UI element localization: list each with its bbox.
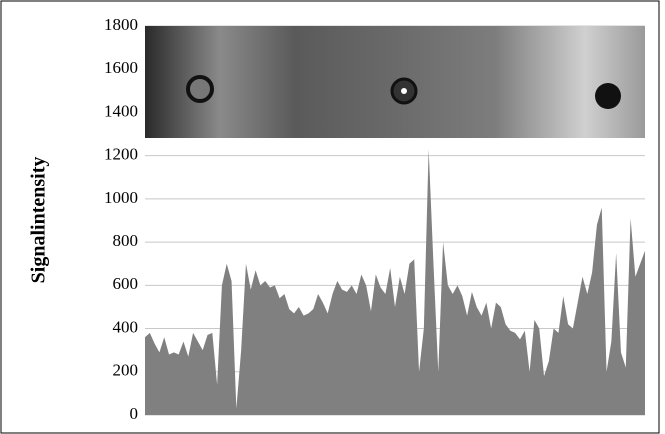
y-tick-label: 400 [113, 317, 139, 336]
y-tick-label: 1200 [104, 145, 138, 164]
y-tick-label: 0 [130, 404, 139, 423]
y-tick-label: 800 [113, 231, 139, 250]
y-tick-label: 1000 [104, 188, 138, 207]
y-tick-label: 600 [113, 274, 139, 293]
y-tick-label: 1600 [104, 58, 138, 77]
y-axis-label: Signalintensity [28, 157, 50, 284]
area [145, 149, 645, 415]
y-tick-label: 200 [113, 361, 139, 380]
micrograph [145, 26, 645, 138]
y-tick-label: 1400 [104, 101, 138, 120]
y-tick-label: 1800 [104, 15, 138, 34]
